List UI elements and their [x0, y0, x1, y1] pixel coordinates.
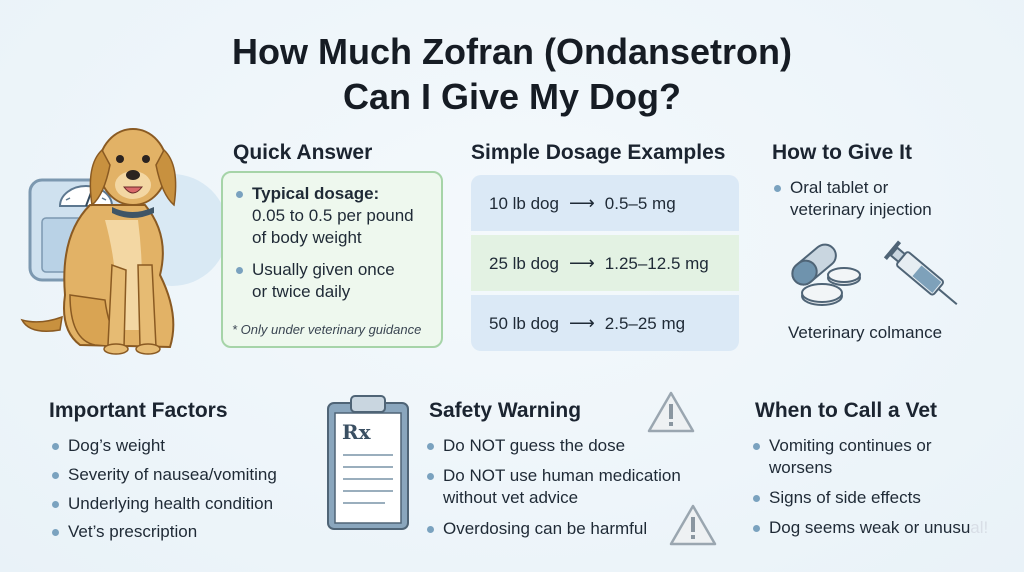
call-vet-line-1: Vomiting continues or [769, 436, 932, 455]
dosage-value: 0.05 to 0.5 per pound [252, 206, 414, 225]
call-vet-line-2: worsens [769, 458, 833, 477]
dosage-row: 25 lb dog ⟶ 1.25–12.5 mg [471, 235, 739, 291]
quick-answer-item-frequency: Usually given once or twice daily [236, 259, 395, 303]
pill-capsule-icon [791, 243, 861, 306]
warning-icon [669, 504, 717, 546]
when-to-call-heading: When to Call a Vet [755, 399, 938, 422]
how-to-give-line-2: veterinary injection [790, 200, 932, 219]
safety-item-line-2: without vet advice [443, 488, 579, 507]
dosage-row-weight: 10 lb dog [489, 194, 559, 213]
title-line-1: How Much Zofran (Ondansetron) [232, 31, 792, 72]
dosage-row-weight: 25 lb dog [489, 254, 559, 273]
factor-item: Dog’s weight [51, 436, 166, 455]
safety-item: Do NOT guess the dose [426, 436, 626, 455]
clipboard-icon [327, 395, 409, 530]
tablet-icon [801, 267, 861, 306]
frequency-line-2: or twice daily [252, 282, 351, 301]
dosage-row-dose: 2.5–25 mg [604, 314, 686, 333]
guidance-note: * Only under veterinary guidance [232, 322, 422, 337]
quick-answer-heading: Quick Answer [233, 141, 373, 164]
arrow-icon: ⟶ [568, 253, 595, 273]
call-vet-text-faded: al! [970, 518, 989, 537]
arrow-icon: ⟶ [568, 193, 595, 213]
frequency-line-1: Usually given once [252, 260, 395, 279]
safety-warning-heading: Safety Warning [429, 399, 582, 422]
how-to-give-line-1: Oral tablet or [790, 178, 889, 197]
dosage-row-weight: 50 lb dog [489, 314, 559, 333]
title-line-2: Can I Give My Dog? [342, 76, 682, 117]
safety-item-line-1: Do NOT use human medication [443, 466, 681, 485]
dosage-examples-heading: Simple Dosage Examples [471, 141, 726, 164]
dosage-unit: of body weight [252, 228, 362, 247]
how-to-give-caption: Veterinary colmance [788, 323, 943, 342]
safety-item: Overdosing can be harmful [426, 519, 648, 538]
call-vet-text: Dog seems weak or unusu [769, 518, 971, 537]
warning-icon [647, 391, 695, 433]
quick-answer-item-dosage: Typical dosage: 0.05 to 0.5 per pound of… [236, 183, 414, 249]
call-vet-item: Dog seems weak or unusual! [752, 517, 989, 539]
safety-item: Do NOT use human medication without vet … [427, 465, 681, 509]
factor-item: Underlying health condition [51, 494, 274, 513]
dosage-row: 50 lb dog ⟶ 2.5–25 mg [471, 295, 739, 351]
important-factors-heading: Important Factors [49, 399, 228, 422]
arrow-icon: ⟶ [568, 313, 595, 333]
how-to-give-heading: How to Give It [772, 141, 913, 164]
dosage-row-dose: 1.25–12.5 mg [604, 254, 709, 273]
quick-answer-box [221, 171, 443, 348]
dosage-label: Typical dosage: [252, 184, 380, 203]
call-vet-item: Vomiting continues or worsens [753, 435, 932, 479]
clipboard-rx-text: Rx [342, 420, 371, 444]
dog-illustration [20, 128, 177, 355]
how-to-give-item: Oral tablet or veterinary injection [774, 177, 932, 221]
dosage-row: 10 lb dog ⟶ 0.5–5 mg [471, 175, 739, 231]
factor-item: Severity of nausea/vomiting [52, 465, 277, 484]
syringe-icon [883, 240, 958, 305]
call-vet-item: Signs of side effects [753, 488, 921, 507]
dosage-row-dose: 0.5–5 mg [604, 194, 676, 213]
factor-item: Vet’s prescription [51, 522, 198, 541]
